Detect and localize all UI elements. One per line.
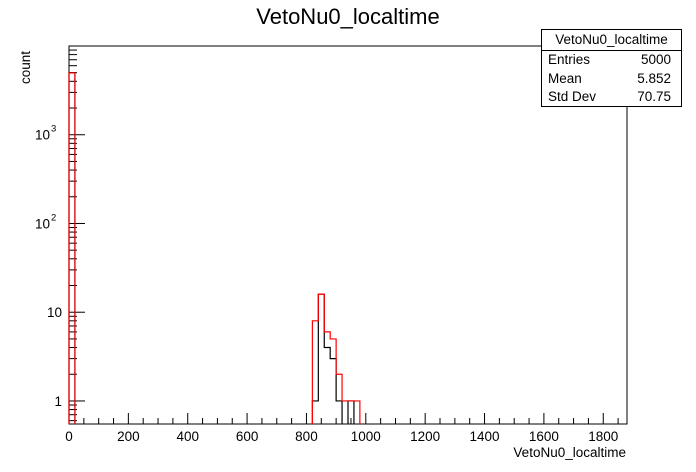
y-tick-exponent: 2 [51,212,56,223]
stats-row-stddev: Std Dev 70.75 [542,88,681,107]
histogram-bin [312,401,318,424]
y-tick-exponent: 3 [51,124,56,135]
histogram-bin [354,401,360,424]
stats-row-mean: Mean 5.852 [542,70,681,89]
stats-value-entries: 5000 [640,52,671,67]
x-tick-label: 600 [236,429,259,444]
x-axis-ticks: 0 200 400 600 800 1000 1200 1400 1600 1800 [65,413,619,444]
stats-label-mean: Mean [548,70,582,86]
histogram-bin [342,401,348,424]
histogram-bin [336,374,342,424]
y-axis-label: count [18,50,33,84]
x-tick-label: 1000 [351,429,381,444]
x-axis-label: VetoNu0_localtime [513,445,626,460]
x-tick-label: 1600 [529,429,559,444]
x-tick-label: 1200 [410,429,440,444]
histogram-bin [324,348,330,424]
histogram-bin [318,294,324,424]
stats-value-stddev: 70.75 [637,89,671,104]
x-tick-label: 0 [65,429,73,444]
y-tick-label: 10 [35,128,50,143]
stats-box-title: VetoNu0_localtime [542,30,681,51]
y-tick-label: 1 [54,394,62,409]
histogram-bin [336,401,342,424]
stats-label-entries: Entries [548,52,591,67]
histogram-bin [330,339,336,424]
x-tick-label: 1400 [470,429,500,444]
stats-label-stddev: Std Dev [548,89,597,104]
histogram-bin [69,73,75,424]
histogram-line-0 [68,72,355,424]
stats-row-entries: Entries 5000 [542,51,681,70]
stats-value-mean: 5.852 [637,70,671,86]
histogram-bin [318,294,324,424]
histogram-bin [330,359,336,424]
x-tick-label: 1800 [588,429,618,444]
x-tick-label: 200 [117,429,140,444]
histogram-series [68,72,361,424]
y-tick-label: 10 [47,305,62,320]
x-tick-label: 800 [295,429,318,444]
histogram-bin [69,73,75,424]
x-tick-label: 400 [176,429,199,444]
y-tick-label: 10 [35,216,50,231]
histogram-line-1 [68,72,361,424]
stats-box: VetoNu0_localtime Entries 5000 Mean 5.85… [541,29,682,107]
histogram-bin [324,332,330,424]
chart-title: VetoNu0_localtime [256,4,440,29]
histogram-bin [312,321,318,424]
